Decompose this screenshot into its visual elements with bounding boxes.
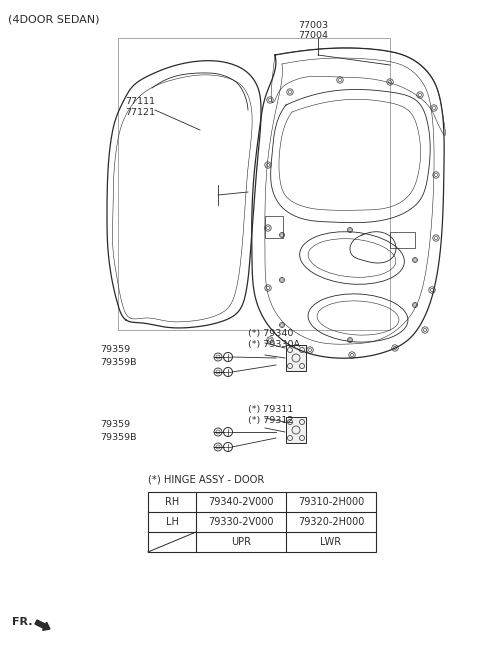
Bar — [286, 417, 306, 443]
Bar — [265, 216, 283, 238]
Text: (*) 79330A: (*) 79330A — [248, 340, 300, 349]
Text: LH: LH — [166, 517, 179, 527]
Text: (*) 79340: (*) 79340 — [248, 329, 293, 338]
Text: 79359B: 79359B — [100, 358, 136, 367]
Text: RH: RH — [165, 497, 179, 507]
Bar — [118, 38, 390, 330]
Text: 79320-2H000: 79320-2H000 — [298, 517, 364, 527]
Text: FR.: FR. — [12, 617, 33, 627]
Text: 79310-2H000: 79310-2H000 — [298, 497, 364, 507]
Text: (4DOOR SEDAN): (4DOOR SEDAN) — [8, 14, 99, 24]
Text: UPR: UPR — [231, 537, 251, 547]
Text: 79359: 79359 — [100, 345, 130, 354]
Bar — [148, 492, 376, 552]
Text: (*) 79311: (*) 79311 — [248, 405, 293, 414]
Text: (*) HINGE ASSY - DOOR: (*) HINGE ASSY - DOOR — [148, 475, 264, 485]
Bar — [390, 232, 415, 248]
Text: 79359: 79359 — [100, 420, 130, 429]
Text: (*) 79312: (*) 79312 — [248, 416, 293, 425]
Bar — [286, 345, 306, 371]
Text: 77004: 77004 — [298, 31, 328, 40]
Text: 79359B: 79359B — [100, 433, 136, 442]
FancyArrow shape — [35, 620, 50, 631]
Text: LWR: LWR — [321, 537, 342, 547]
Text: 79330-2V000: 79330-2V000 — [208, 517, 274, 527]
Text: 77121: 77121 — [125, 108, 155, 117]
Text: 77111: 77111 — [125, 97, 155, 106]
Text: 77003: 77003 — [298, 21, 328, 30]
Text: 79340-2V000: 79340-2V000 — [208, 497, 274, 507]
